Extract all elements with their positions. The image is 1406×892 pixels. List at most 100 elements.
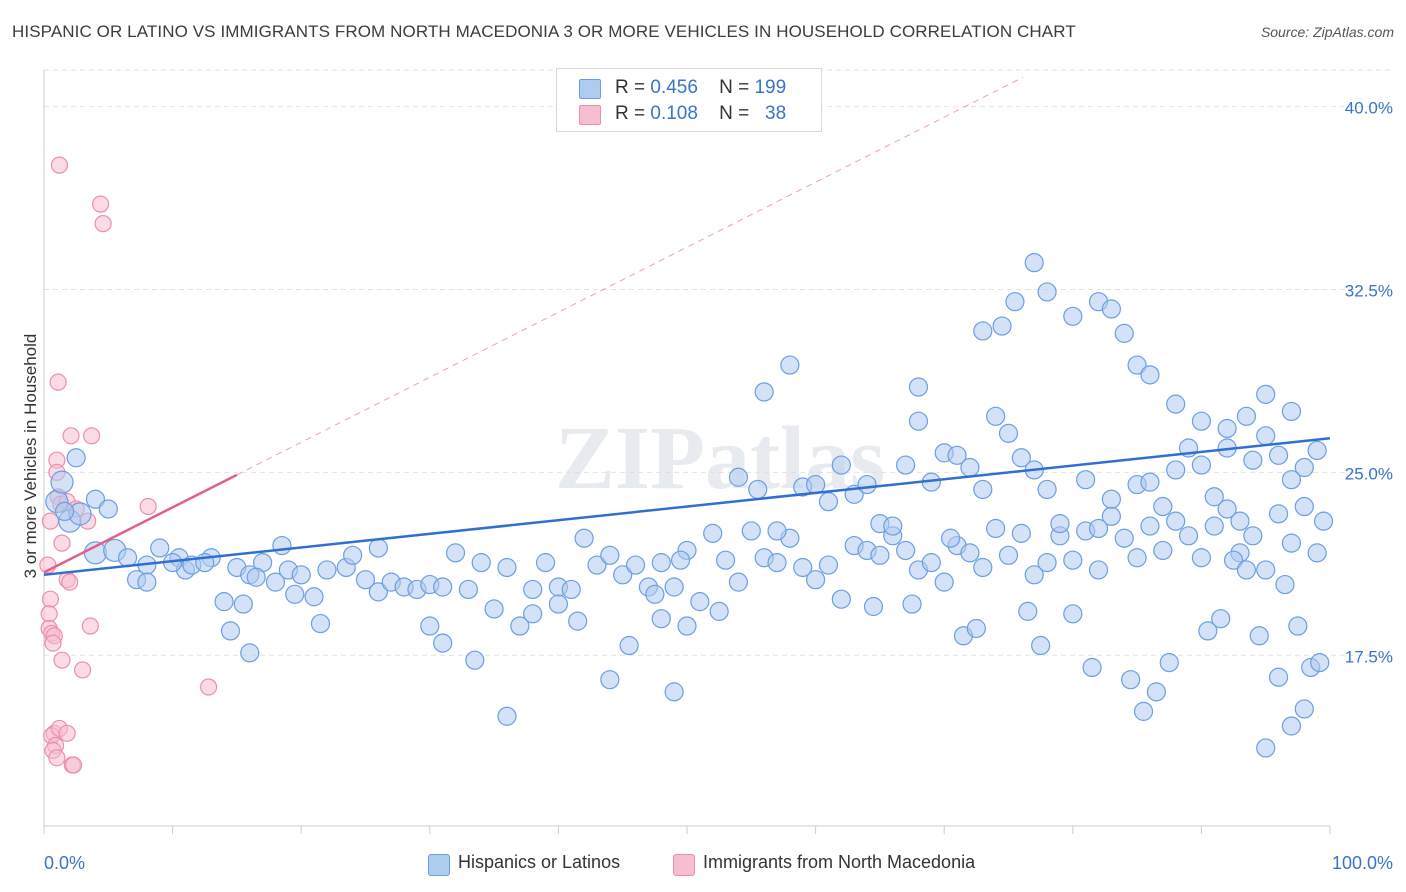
blue-data-point [433, 577, 453, 597]
blue-data-point [908, 377, 929, 397]
blue-data-point [1281, 533, 1302, 553]
blue-data-point [214, 592, 234, 612]
blue-data-point [246, 567, 266, 587]
blue-data-point [831, 455, 851, 475]
blue-data-point [1076, 470, 1096, 490]
pink-data-point [44, 634, 62, 652]
blue-data-point [272, 535, 292, 556]
blue-data-point [921, 553, 941, 573]
pink-swatch [579, 105, 601, 125]
blue-data-point [523, 604, 543, 624]
blue-data-point [966, 618, 986, 639]
blue-data-point [368, 538, 388, 558]
blue-data-point [1243, 450, 1263, 470]
blue-data-point [947, 445, 967, 465]
blue-data-point [1294, 699, 1314, 719]
pink-data-point [49, 373, 67, 391]
blue-data-point [728, 467, 749, 487]
blue-data-point [1146, 682, 1166, 702]
blue-data-point [1191, 548, 1212, 568]
blue-data-point [973, 321, 993, 341]
pink-data-point [61, 573, 79, 591]
blue-data-point [561, 579, 581, 600]
blue-data-point [645, 584, 665, 604]
blue-data-point [703, 523, 723, 543]
blue-swatch [428, 854, 450, 876]
y-axis-label: 3 or more Vehicles in Household [21, 334, 40, 579]
blue-data-point [986, 406, 1006, 426]
blue-data-point [831, 589, 851, 609]
blue-data-point [1281, 470, 1302, 490]
blue-data-point [587, 555, 607, 575]
blue-data-point [66, 448, 86, 468]
blue-data-point [1127, 548, 1147, 568]
blue-data-point [1217, 499, 1237, 519]
blue-data-point [310, 613, 331, 634]
blue-data-point [998, 545, 1019, 565]
pink-data-point [139, 497, 157, 516]
blue-data-point [265, 572, 286, 592]
blue-data-point [1037, 553, 1057, 573]
legend-label: Immigrants from North Macedonia [703, 852, 976, 872]
blue-data-point [896, 455, 916, 475]
blue-data-point [992, 316, 1012, 336]
blue-data-point [291, 565, 311, 585]
pink-data-point [64, 756, 83, 774]
r-label: R = [615, 77, 646, 98]
blue-data-point [368, 582, 388, 602]
blue-data-point [767, 553, 787, 573]
pink-data-point [200, 678, 218, 696]
blue-data-point [568, 611, 588, 631]
pink-trend-line [43, 473, 238, 574]
blue-data-point [1307, 543, 1327, 563]
blue-data-point [1114, 528, 1134, 548]
blue-data-point [1310, 653, 1330, 673]
blue-data-point [863, 596, 884, 617]
pink-data-point [58, 724, 76, 742]
blue-data-point [1166, 511, 1186, 531]
r-value: 0.456 [650, 77, 698, 98]
blue-data-point [651, 609, 671, 629]
blue-data-point [1268, 445, 1289, 465]
blue-data-point [870, 545, 890, 565]
blue-data-point [818, 555, 839, 575]
blue-data-point [445, 543, 466, 563]
blue-data-point [465, 650, 485, 670]
blue-data-point [651, 553, 671, 573]
blue-data-point [941, 528, 961, 548]
blue-data-point [677, 616, 697, 636]
pink-trend-extension [236, 76, 1024, 476]
blue-data-point [1140, 472, 1160, 492]
legend-label: Hispanics or Latinos [458, 852, 621, 872]
blue-data-point [523, 579, 543, 600]
blue-data-point [1166, 460, 1186, 480]
blue-data-point [1037, 479, 1057, 500]
blue-data-point [510, 616, 530, 636]
blue-data-point [484, 599, 504, 619]
blue-data-point [1256, 426, 1276, 446]
blue-data-point [1268, 504, 1289, 524]
blue-data-point [883, 516, 903, 536]
series-legend: Hispanics or Latinos Immigrants from Nor… [0, 850, 1406, 880]
blue-data-point [1256, 384, 1276, 404]
pink-data-point [53, 651, 71, 669]
pink-data-point [94, 215, 112, 233]
blue-data-point [1178, 526, 1199, 546]
pink-data-point [91, 195, 110, 213]
blue-data-point [748, 479, 768, 500]
blue-data-point [908, 411, 929, 431]
blue-data-point [285, 584, 305, 604]
source-label: Source: ZipAtlas.com [1260, 24, 1394, 40]
blue-data-point [600, 670, 620, 690]
blue-data-point [355, 570, 376, 590]
blue-data-point [960, 543, 980, 563]
blue-data-point [902, 594, 922, 614]
blue-data-point [317, 560, 337, 580]
blue-data-point [1268, 667, 1289, 687]
blue-data-point [50, 470, 74, 494]
blue-data-point [896, 540, 916, 561]
n-value: 199 [754, 77, 787, 98]
pink-data-point [62, 427, 80, 445]
blue-data-point [1121, 670, 1141, 690]
blue-data-point [600, 545, 620, 565]
